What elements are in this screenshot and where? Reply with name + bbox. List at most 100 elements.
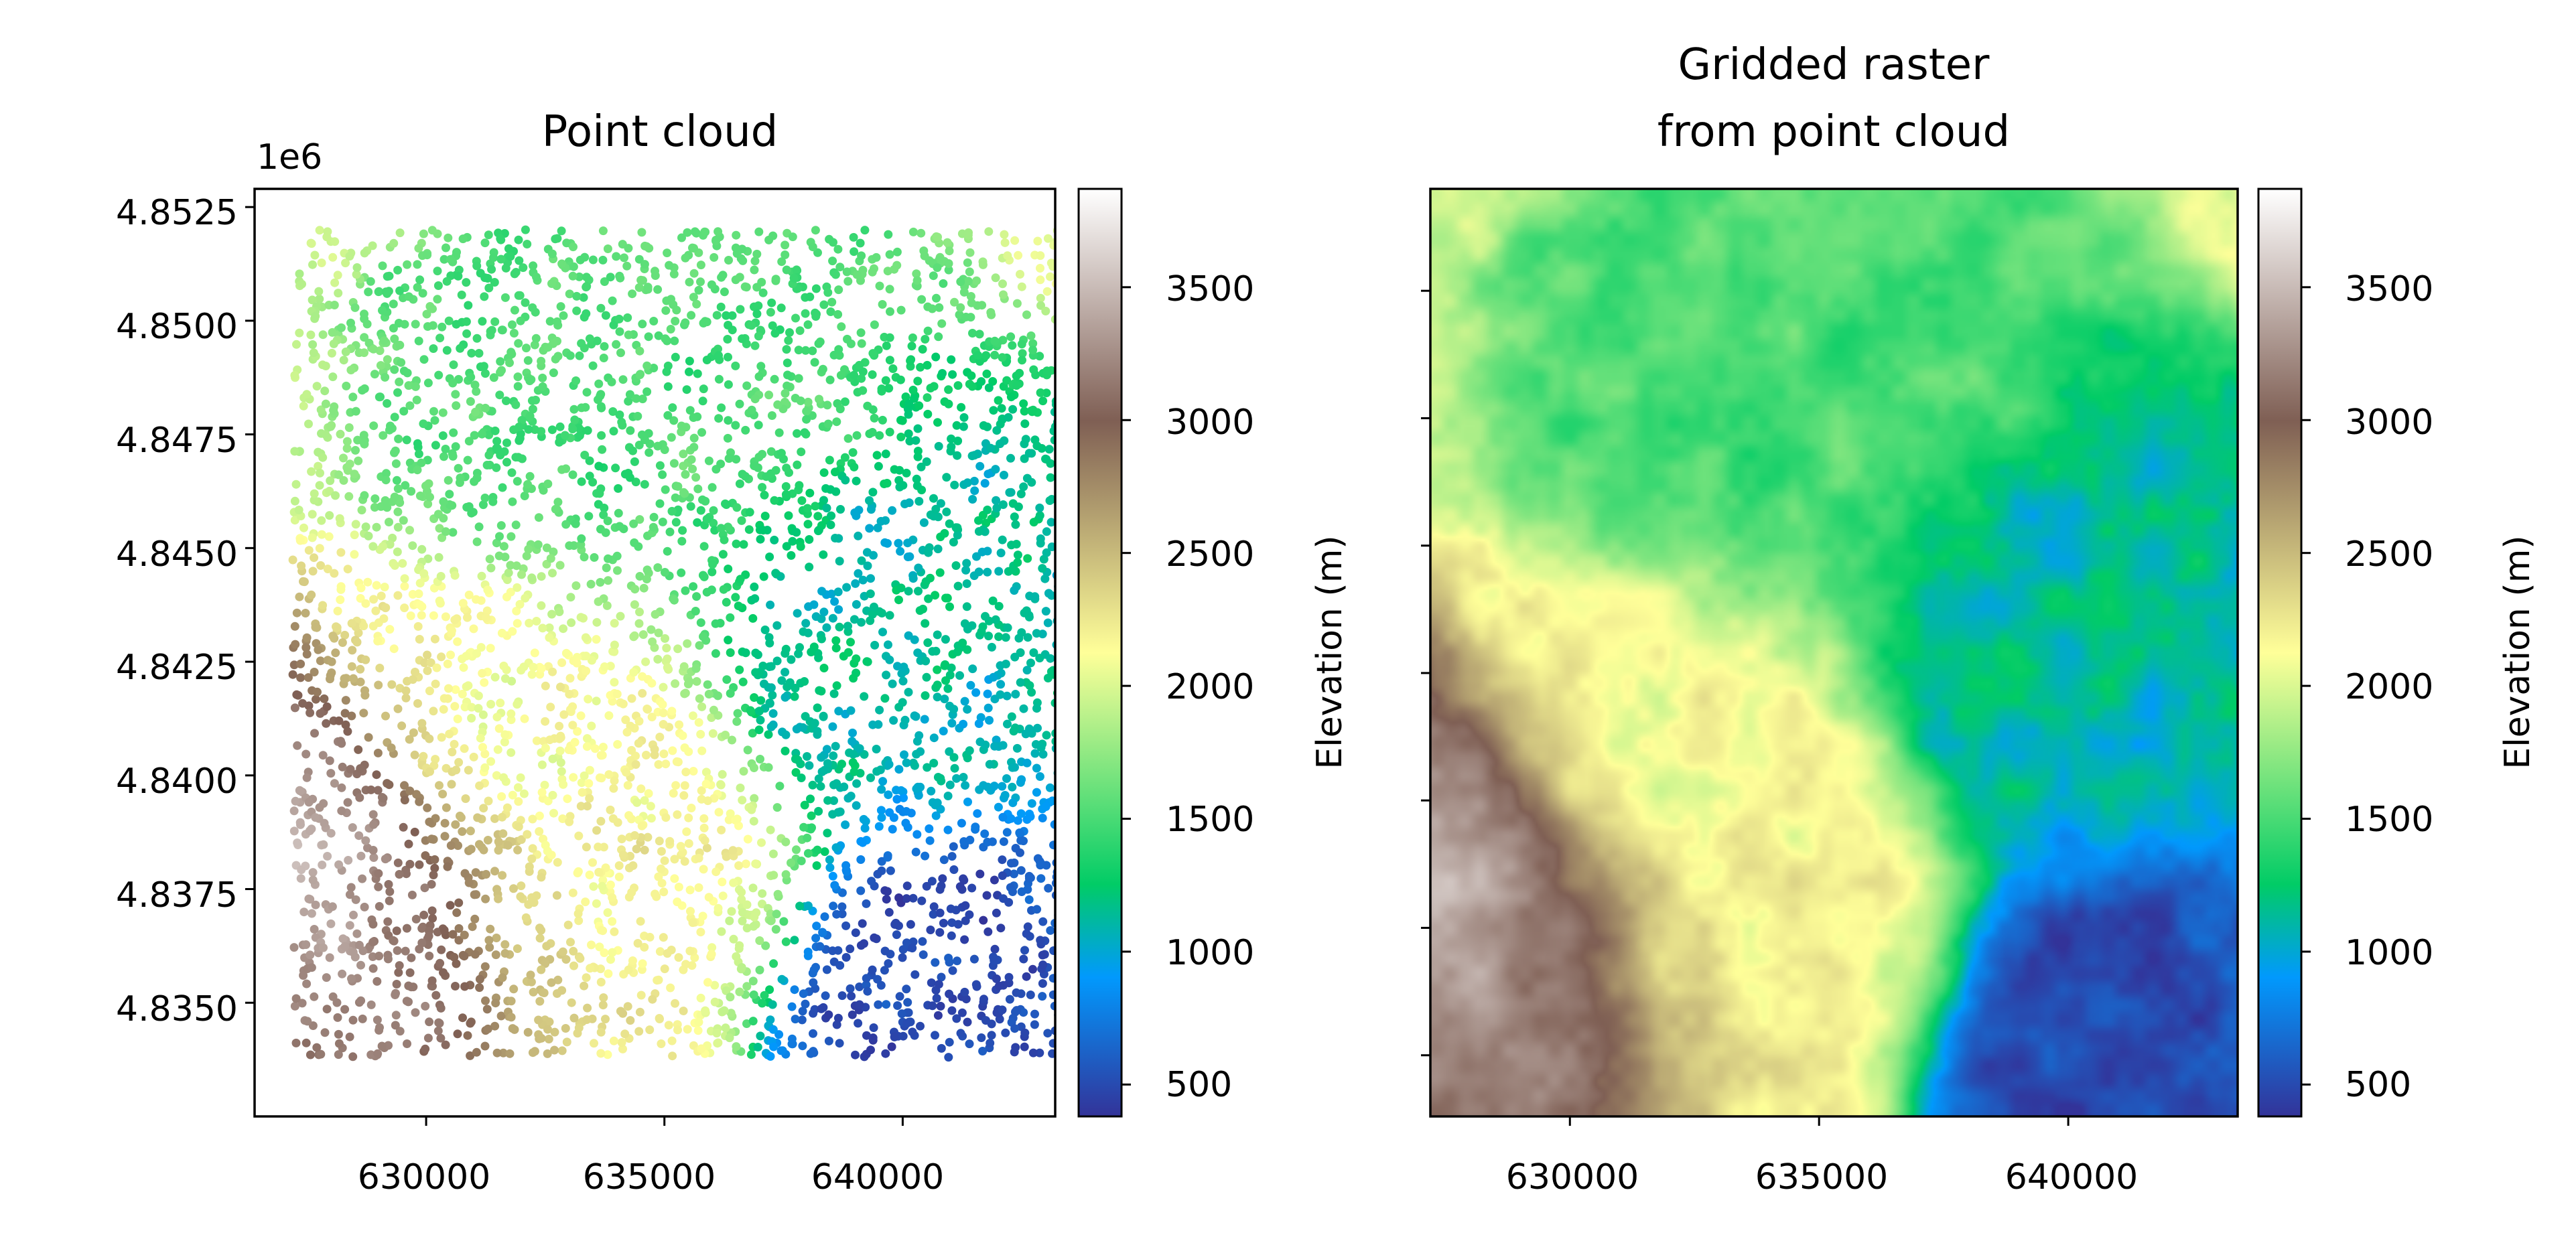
scatter-point <box>772 803 782 812</box>
scatter-point <box>596 816 606 826</box>
scatter-point <box>530 425 539 434</box>
scatter-point <box>935 303 944 312</box>
scatter-point <box>376 361 385 370</box>
scatter-point <box>474 349 484 358</box>
scatter-point <box>513 700 522 709</box>
scatter-point <box>766 722 776 731</box>
scatter-point <box>509 425 519 435</box>
scatter-point <box>1008 499 1018 508</box>
scatter-point <box>857 617 866 627</box>
scatter-point <box>306 950 315 960</box>
scatter-point <box>492 463 501 472</box>
scatter-point <box>1056 457 1065 466</box>
scatter-point <box>306 330 316 340</box>
scatter-point <box>480 678 489 687</box>
scatter-point <box>928 1001 937 1011</box>
scatter-point <box>454 463 463 473</box>
scatter-point <box>819 468 829 478</box>
scatter-point <box>726 809 735 818</box>
scatter-point <box>334 1029 343 1039</box>
scatter-point <box>312 382 322 391</box>
scatter-point <box>878 628 887 637</box>
scatter-point <box>439 497 448 506</box>
scatter-point <box>692 299 701 309</box>
scatter-point <box>831 636 841 645</box>
scatter-point <box>310 496 319 505</box>
scatter-point <box>548 667 557 676</box>
scatter-point <box>925 824 934 833</box>
scatter-point <box>476 733 485 743</box>
scatter-point <box>912 830 922 839</box>
scatter-point <box>415 860 424 869</box>
scatter-point <box>374 882 383 891</box>
scatter-point <box>731 421 740 430</box>
scatter-point <box>435 958 445 968</box>
scatter-point <box>701 767 711 777</box>
scatter-point <box>963 645 972 654</box>
scatter-point <box>383 779 392 788</box>
scatter-point <box>643 832 653 842</box>
scatter-point <box>381 372 390 382</box>
scatter-point <box>936 774 945 783</box>
scatter-point <box>760 626 770 634</box>
scatter-point <box>972 276 981 285</box>
scatter-point <box>784 336 793 345</box>
scatter-point <box>803 397 813 407</box>
scatter-point <box>777 257 787 267</box>
scatter-point <box>425 817 434 826</box>
scatter-point <box>965 835 975 845</box>
scatter-point <box>648 637 657 646</box>
scatter-point <box>639 431 649 441</box>
scatter-point <box>689 413 698 422</box>
scatter-point <box>523 480 532 489</box>
scatter-point <box>480 763 490 772</box>
scatter-point <box>548 754 557 763</box>
scatter-point <box>360 333 369 342</box>
scatter-point <box>1021 435 1030 444</box>
scatter-point <box>994 632 1004 642</box>
scatter-point <box>1017 775 1026 784</box>
scatter-point <box>663 654 672 664</box>
scatter-point <box>494 724 504 733</box>
scatter-point <box>535 827 544 836</box>
scatter-point <box>600 342 609 351</box>
scatter-point <box>1020 1028 1030 1037</box>
scatter-point <box>574 916 584 926</box>
scatter-point <box>478 668 487 678</box>
scatter-point <box>1036 293 1045 303</box>
scatter-point <box>812 861 821 870</box>
scatter-point <box>1042 548 1051 557</box>
scatter-point <box>939 279 948 288</box>
scatter-point <box>366 785 376 794</box>
scatter-point <box>914 587 923 596</box>
scatter-point <box>587 721 596 731</box>
scatter-point <box>799 989 808 999</box>
scatter-point <box>920 251 929 261</box>
scatter-point <box>521 593 530 603</box>
scatter-point <box>612 551 622 561</box>
scatter-point <box>880 538 890 547</box>
scatter-point <box>569 405 579 414</box>
scatter-point <box>632 798 642 807</box>
scatter-point <box>318 330 328 340</box>
scatter-point <box>709 252 719 262</box>
colorbar-gradient <box>1077 188 1123 1118</box>
scatter-point <box>290 703 299 713</box>
scatter-point <box>923 360 932 370</box>
scatter-point <box>712 1029 722 1038</box>
scatter-point <box>569 961 578 970</box>
scatter-point <box>921 691 930 701</box>
scatter-point <box>1011 520 1020 529</box>
scatter-point <box>389 644 399 654</box>
scatter-point <box>568 721 578 730</box>
scatter-point <box>630 538 639 547</box>
scatter-point <box>684 839 693 848</box>
scatter-point <box>945 519 954 528</box>
scatter-point <box>931 958 940 967</box>
scatter-point <box>1042 731 1051 740</box>
scatter-point <box>771 275 781 284</box>
scatter-point <box>999 290 1008 299</box>
scatter-point <box>896 433 906 441</box>
scatter-point <box>709 705 718 715</box>
scatter-point <box>822 504 831 513</box>
